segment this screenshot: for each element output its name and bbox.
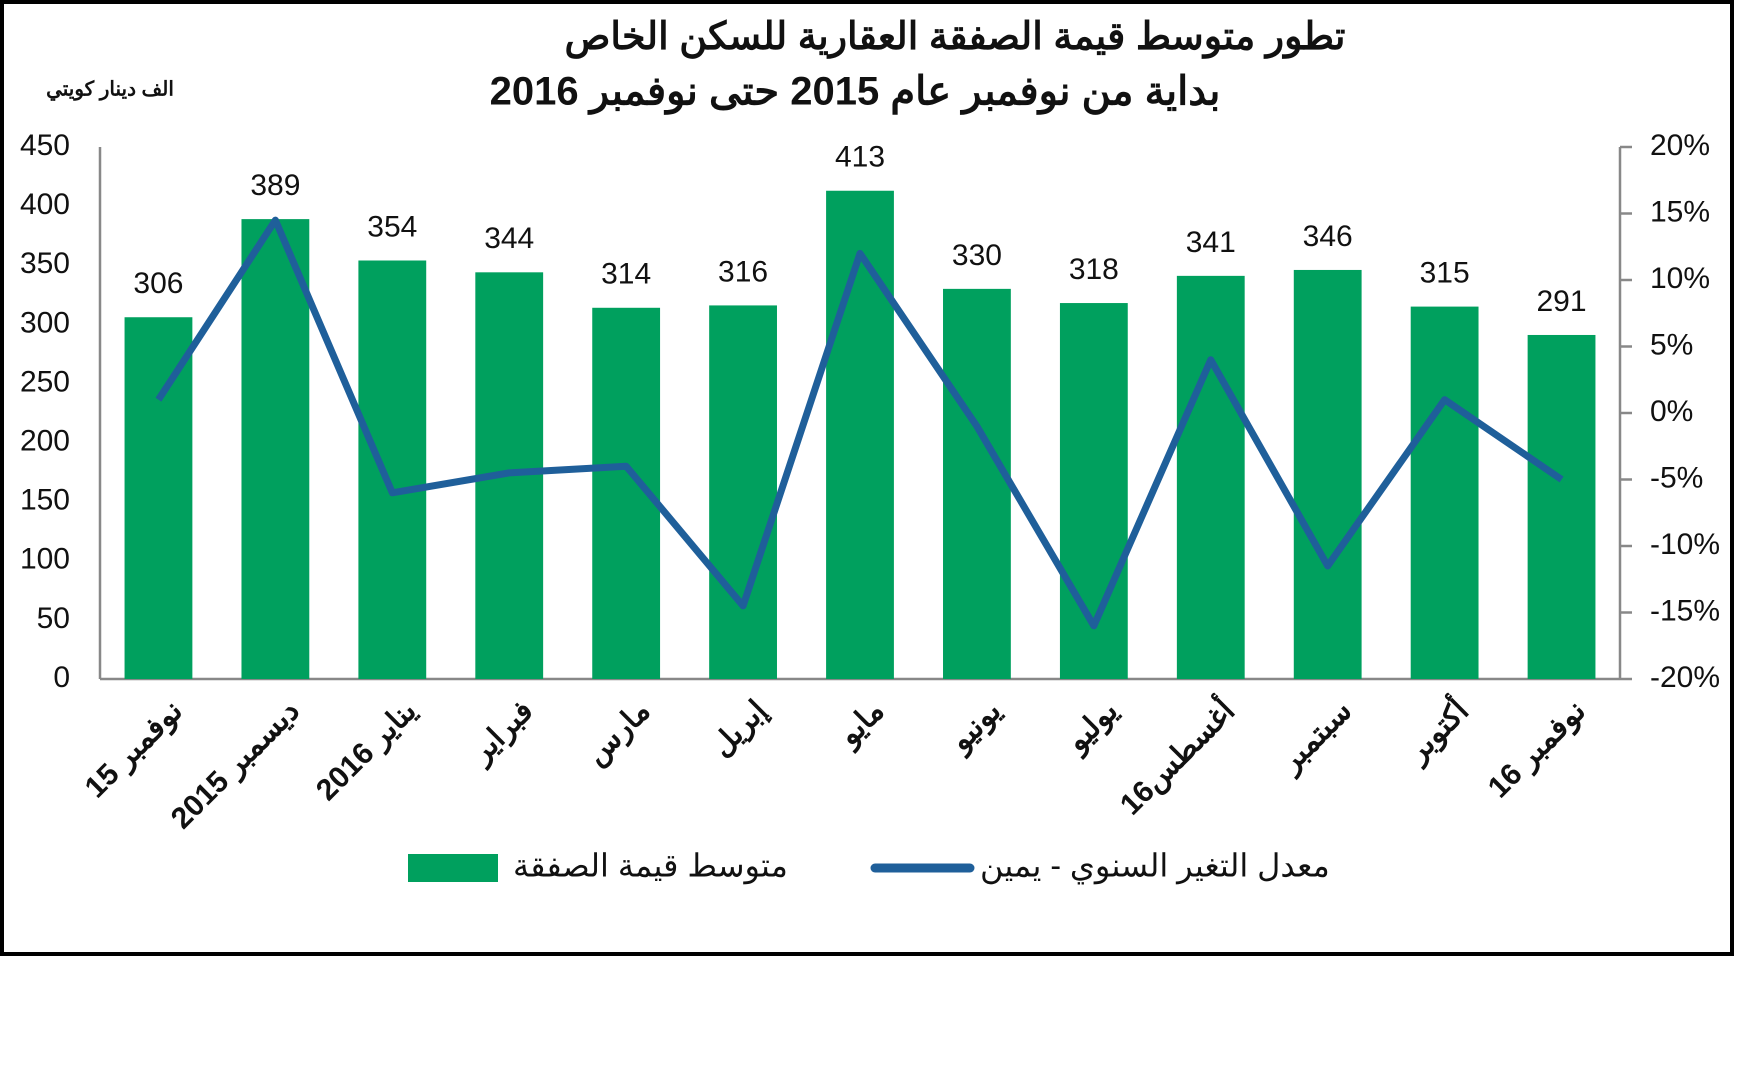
data-label: 413 [835,141,885,174]
chart-title: تطور متوسط قيمة الصفقة العقارية للسكن ال… [564,16,1345,59]
y-tick-label: 450 [20,129,70,162]
x-tick-label: نوفمبر 15 [79,694,190,805]
bar [943,288,1011,679]
x-tick-label: نوفمبر 16 [1482,694,1593,805]
data-label: 344 [484,222,534,255]
y2-tick-label: 20% [1650,129,1710,162]
y-tick-label: 0 [53,661,70,694]
y2-tick-label: -10% [1650,528,1720,561]
data-label: 354 [367,210,417,243]
y2-tick-label: 10% [1650,262,1710,295]
y2-tick-label: 15% [1650,195,1710,228]
line [155,216,1564,630]
y2-tick-label: -15% [1650,594,1720,627]
legend-label: معدل التغير السنوي - يمين [980,847,1330,884]
x-tick-label: يناير 2016 [310,694,424,808]
bar [1059,303,1128,679]
bar [358,260,427,679]
data-label: 314 [601,258,651,291]
y-tick-label: 200 [20,424,70,457]
y-axis-label: الف دينار كويتي [46,78,174,101]
y2-tick-label: -5% [1650,461,1703,494]
data-label: 316 [718,255,768,288]
legend-swatch [408,854,498,882]
data-label: 389 [250,169,300,202]
x-tick-label: يوليو [1059,694,1125,760]
data-label: 346 [1303,220,1353,253]
x-tick-label: فبراير [463,694,540,771]
y2-tick-label: -20% [1650,661,1720,694]
data-label: 315 [1420,257,1470,290]
data-label: 330 [952,239,1002,272]
y-tick-label: 350 [20,247,70,280]
bar [124,317,193,679]
legend-label: متوسط قيمة الصفقة [513,847,788,884]
y-tick-label: 100 [20,543,70,576]
x-tick-label: مارس [579,694,657,772]
bar [1527,334,1596,679]
data-label: 318 [1069,253,1119,286]
bar [241,219,310,680]
x-tick-label: يونيو [943,694,1009,760]
y2-tick-label: 0% [1650,395,1693,428]
data-label: 306 [133,267,183,300]
x-tick-label: أغسطس16 [1110,691,1242,823]
x-tick-label: إبريل [705,694,775,764]
y-tick-label: 50 [37,602,70,635]
data-label: 341 [1186,226,1236,259]
bar [1176,275,1245,679]
bar [1410,306,1479,679]
y-tick-label: 300 [20,306,70,339]
x-tick-label: مايو [831,694,891,754]
frame [0,0,1734,956]
bar [1293,269,1362,679]
x-tick-label: أكتوبر [1396,691,1476,771]
bar [826,190,894,679]
data-label: 291 [1537,285,1587,318]
chart-subtitle: بداية من نوفمبر عام 2015 حتى نوفمبر 2016 [490,70,1221,116]
x-tick-label: سبتمبر [1273,694,1359,780]
y-tick-label: 250 [20,365,70,398]
y2-tick-label: 5% [1650,328,1693,361]
y-tick-label: 400 [20,188,70,221]
bar [709,305,777,679]
y-tick-label: 150 [20,484,70,517]
